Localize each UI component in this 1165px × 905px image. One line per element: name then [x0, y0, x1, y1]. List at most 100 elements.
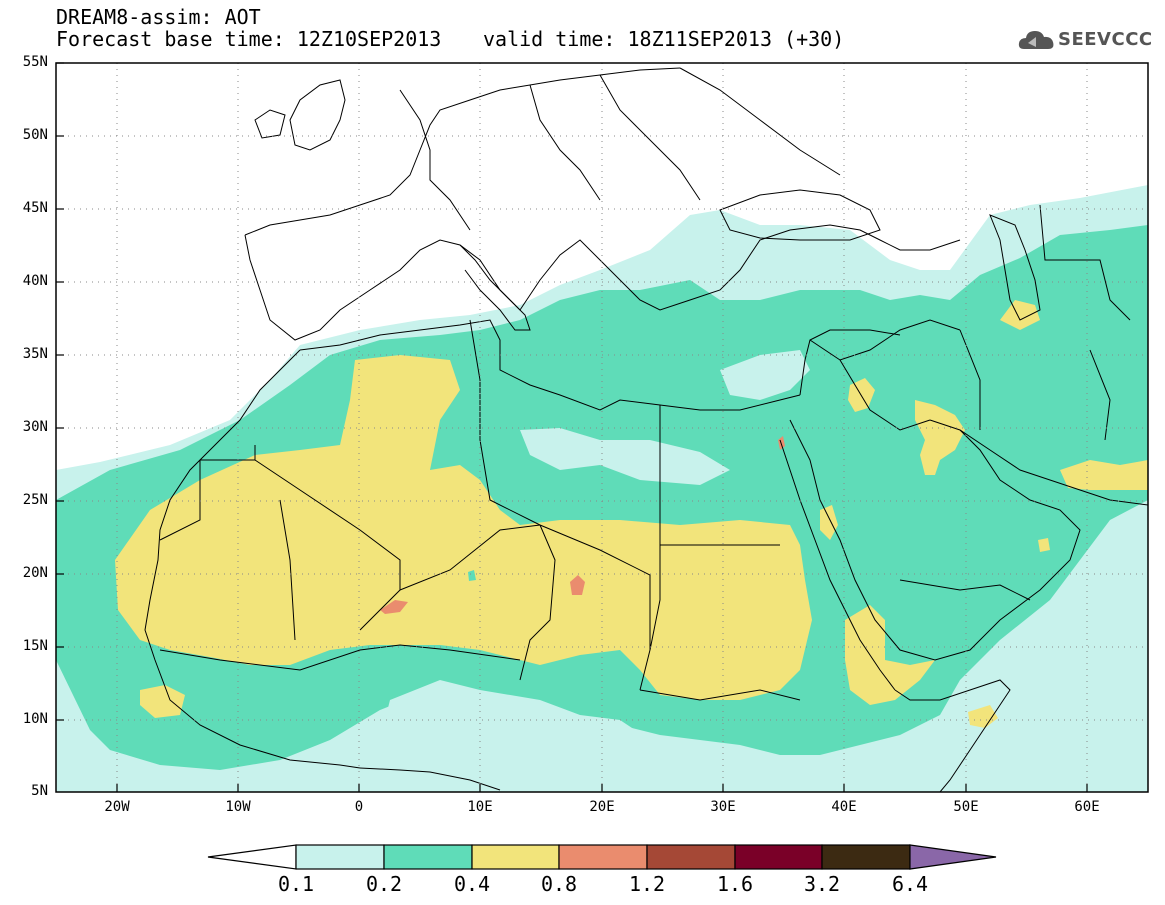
- colorbar-label: 3.2: [803, 872, 841, 896]
- y-tick-label: 15N: [22, 638, 48, 654]
- border-sahel: [159, 644, 521, 671]
- x-tick-label: 10W: [225, 799, 251, 815]
- aot-contour-0.1-sahel: [380, 680, 650, 760]
- colorbar-label: 0.8: [540, 872, 578, 896]
- arabia-coast: [789, 419, 1081, 661]
- aot-contour-0.4-caspian: [1000, 300, 1040, 330]
- valid-time: valid time: 18Z11SEP2013 (+30): [483, 27, 845, 51]
- map-title: DREAM8-assim: AOT: [56, 5, 261, 29]
- x-tick-label: 20W: [104, 799, 130, 815]
- aot-contour-0.1-balkans: [700, 235, 860, 285]
- aot-contour-0.4-arabia: [820, 505, 838, 540]
- europe-south-coast: [244, 224, 961, 341]
- colorbar-under-triangle: [207, 844, 297, 870]
- aot-contour-0.4-senegal: [140, 685, 185, 718]
- border-mauritania: [279, 499, 296, 641]
- colorbar-over-triangle: [909, 844, 997, 870]
- colorbar-label: 0.2: [365, 872, 403, 896]
- aot-contour-0.4-somalia: [968, 705, 998, 728]
- aot-field: [56, 185, 1148, 792]
- black-sea: [719, 189, 881, 241]
- x-tick-label: 20E: [589, 799, 615, 815]
- colorbar-label: 6.4: [891, 872, 929, 896]
- horn-coast: [894, 679, 1011, 792]
- colorbar-label: 1.6: [716, 872, 754, 896]
- red-sea-west: [779, 439, 896, 691]
- colorbar-label: 1.2: [628, 872, 666, 896]
- y-tick-label: 35N: [22, 346, 48, 362]
- x-tick-label: 0: [354, 799, 364, 815]
- x-tick-label: 60E: [1074, 799, 1100, 815]
- aot-contour-0.8-chad: [570, 575, 585, 595]
- aot-contour-0.1-libya: [520, 428, 730, 485]
- aot-contour-0.1-eastmed: [720, 350, 810, 400]
- colorbar-swatch-0.2-0.4: [383, 844, 473, 870]
- coastlines: [144, 67, 1148, 792]
- africa-west-coast: [144, 349, 361, 769]
- border-iraq-saudi: [839, 359, 931, 431]
- colorbar-swatch-3.2-6.4: [821, 844, 911, 870]
- y-tick-label: 30N: [22, 419, 48, 435]
- ireland-coast: [254, 109, 286, 139]
- y-tick-label: 40N: [22, 273, 48, 289]
- aot-contour-0.4-sahara: [115, 355, 812, 700]
- colorbar-label: 0.1: [277, 872, 315, 896]
- border-w-sahara: [159, 445, 256, 541]
- border-niger-chad: [519, 524, 556, 681]
- cloud-icon: [1018, 31, 1054, 49]
- border-south-sudan: [639, 689, 801, 701]
- aot-contour-0.4-iran: [1060, 460, 1148, 490]
- caspian-sea: [989, 214, 1041, 321]
- border-poland: [529, 84, 601, 201]
- logo-text: SEEVCCC: [1058, 29, 1153, 50]
- graticule: [56, 63, 1148, 792]
- border-iraq-iran: [959, 329, 981, 430]
- med-south-coast: [299, 319, 801, 411]
- aot-contour-0.4-redsea: [845, 605, 935, 705]
- border-algeria-niger: [399, 524, 541, 591]
- border-turkmenistan: [1039, 204, 1131, 321]
- levant-coast: [799, 329, 901, 396]
- aot-contour-0.4-gulf: [915, 400, 965, 475]
- x-tick-label: 10E: [467, 799, 493, 815]
- border-afghanistan: [1089, 349, 1111, 441]
- colorbar: [207, 844, 997, 870]
- border-algeria-mali: [254, 459, 401, 631]
- colorbar-label: 0.4: [453, 872, 491, 896]
- seevccc-logo: [1018, 25, 1158, 55]
- x-tick-label: 30E: [710, 799, 736, 815]
- italy-coast: [459, 244, 531, 331]
- y-tick-label: 10N: [22, 711, 48, 727]
- border-sudan-west: [649, 545, 661, 651]
- y-tick-label: 5N: [31, 783, 48, 799]
- colorbar-swatch-0.8-1.2: [558, 844, 648, 870]
- colorbar-swatch-1.2-1.6: [646, 844, 736, 870]
- forecast-base-time: Forecast base time: 12Z10SEP2013: [56, 27, 442, 51]
- colorbar-swatch-0.1-0.2: [295, 844, 385, 870]
- axis-ticks: [56, 62, 1088, 792]
- aot-contour-0.2-niger-dot: [468, 570, 476, 581]
- border-belarus-ukraine: [599, 74, 701, 201]
- border-yemen: [899, 579, 1031, 601]
- y-tick-label: 55N: [22, 54, 48, 70]
- y-tick-label: 45N: [22, 200, 48, 216]
- x-tick-label: 50E: [953, 799, 979, 815]
- border-libya-chad: [539, 524, 651, 691]
- uk-coast: [289, 79, 346, 151]
- y-tick-label: 25N: [22, 492, 48, 508]
- y-tick-label: 50N: [22, 127, 48, 143]
- border-russia-ukraine: [679, 67, 841, 176]
- x-tick-label: 40E: [831, 799, 857, 815]
- aot-contour-0.8-mali: [380, 600, 408, 614]
- aot-contour-0.4-oman: [1038, 538, 1050, 552]
- iran-coast: [929, 419, 1148, 506]
- y-tick-label: 20N: [22, 565, 48, 581]
- border-algeria-libya: [469, 319, 541, 526]
- border-syria-iraq: [809, 319, 961, 361]
- aot-contour-0.1-arabia-east: [1050, 520, 1148, 792]
- colorbar-swatch-0.4-0.8: [471, 844, 560, 870]
- border-france-germany: [399, 89, 471, 231]
- europe-north-coast: [244, 67, 681, 236]
- colorbar-swatch-1.6-3.2: [734, 844, 823, 870]
